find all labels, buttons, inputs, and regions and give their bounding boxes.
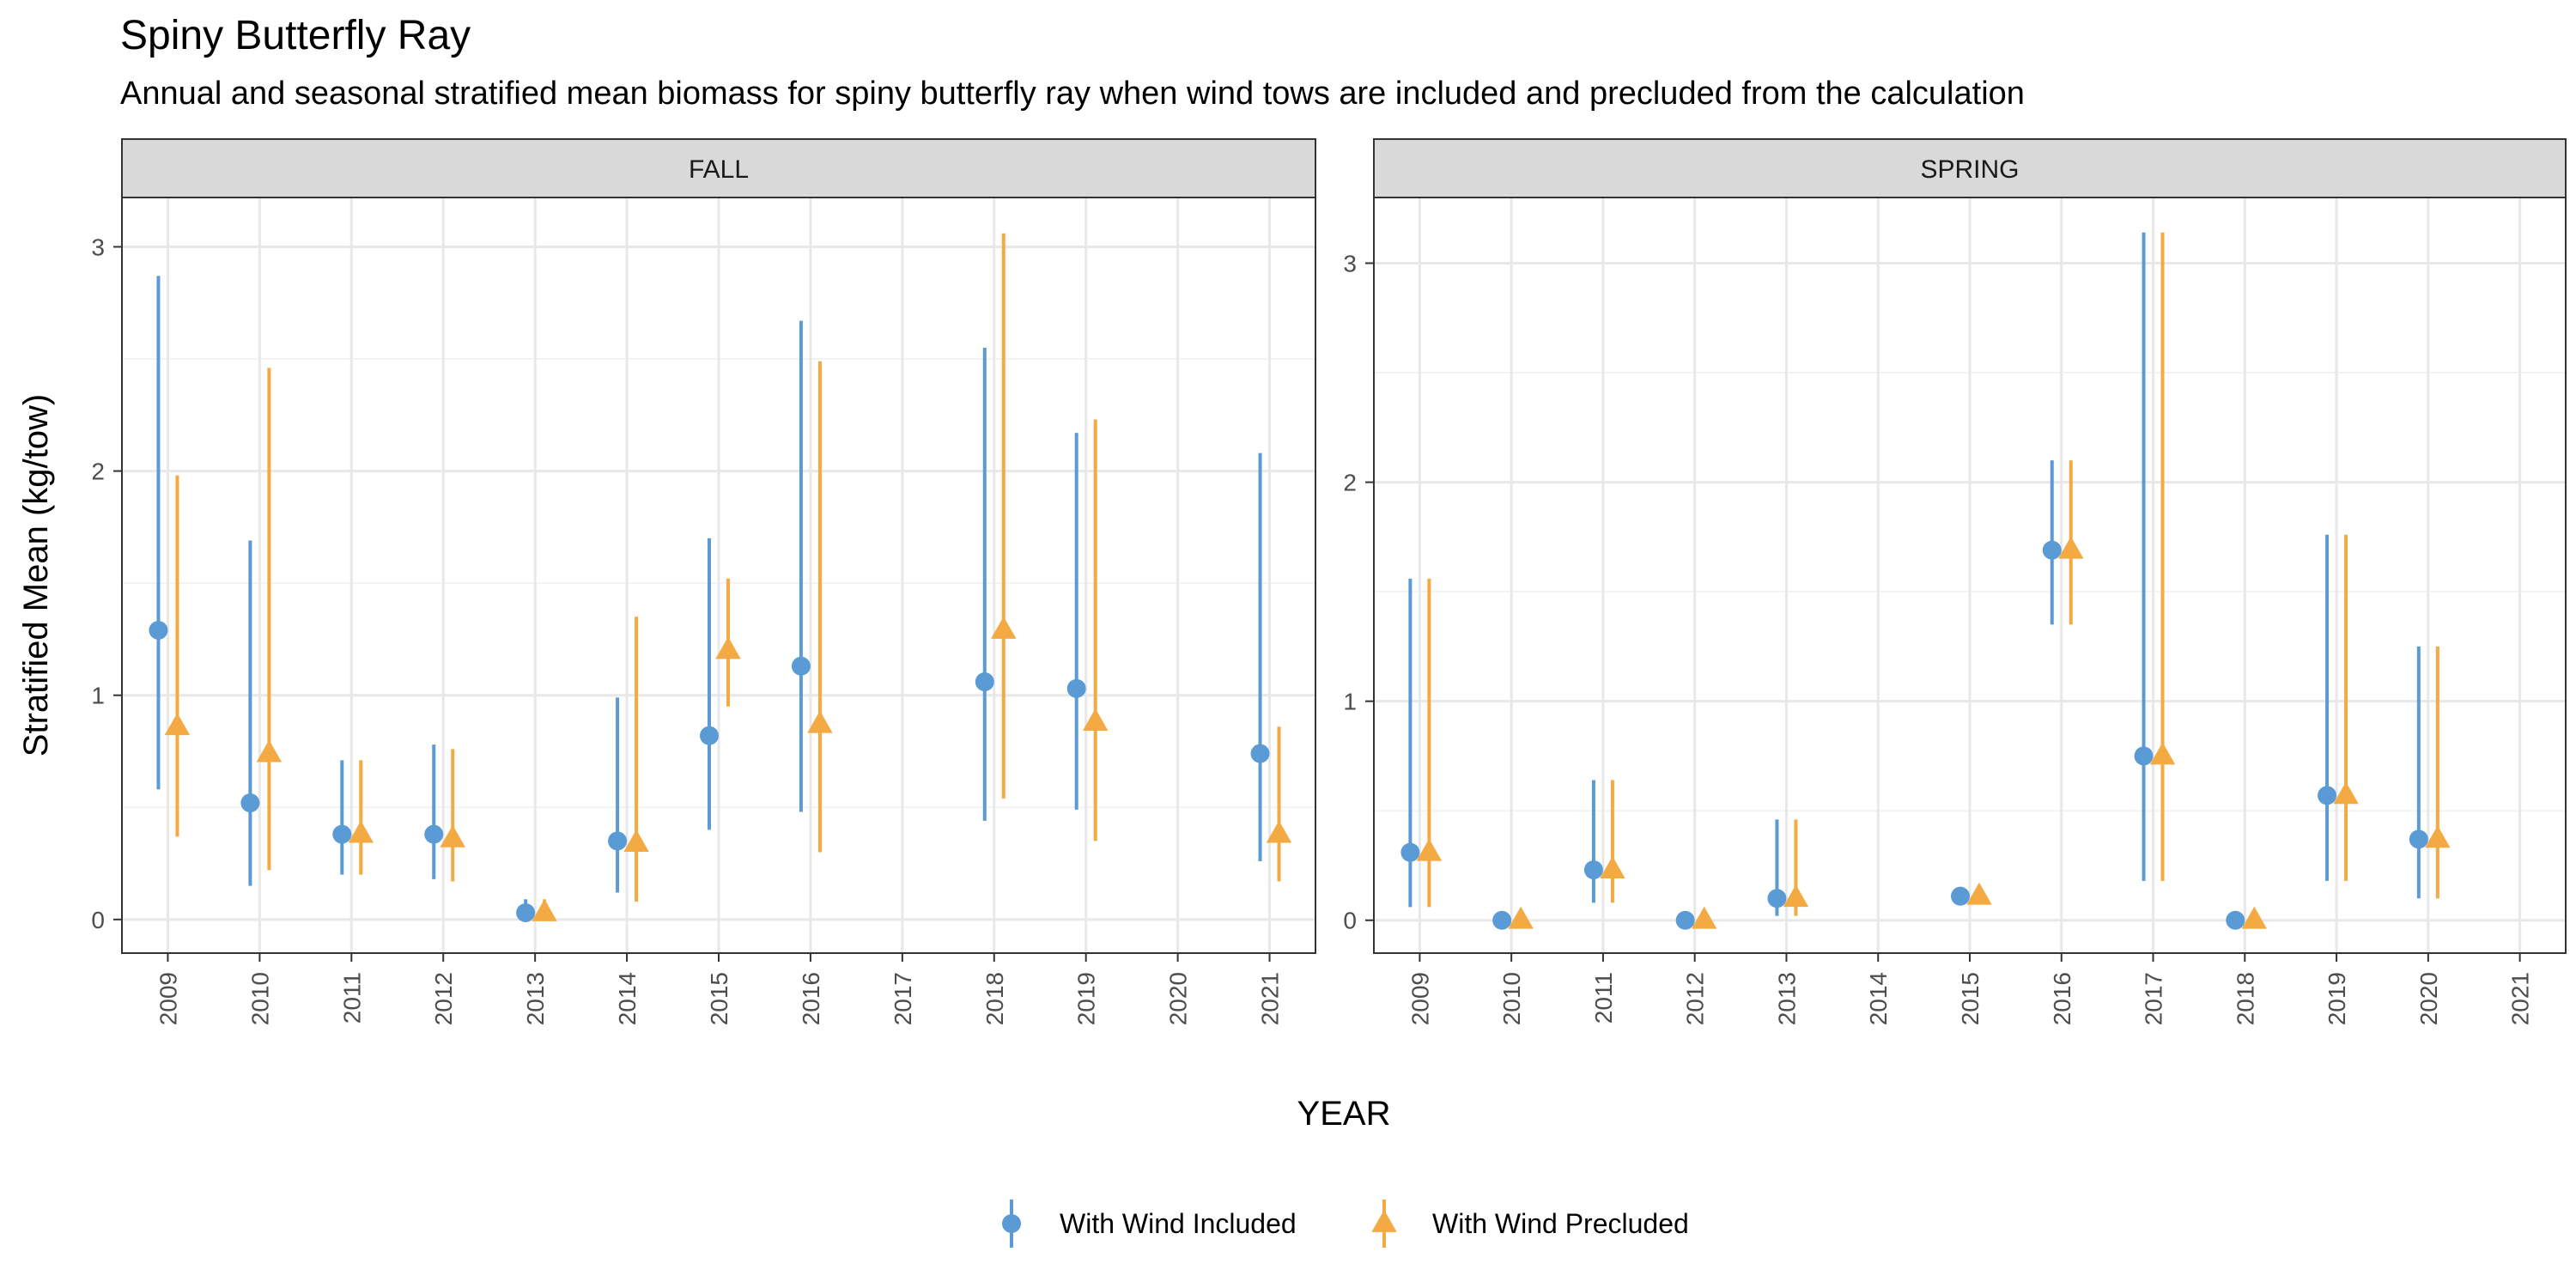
x-tick-label: 2016 <box>798 972 824 1025</box>
data-point <box>348 820 374 843</box>
data-point <box>623 829 649 852</box>
data-point <box>2134 746 2154 766</box>
series-wind-precluded <box>1416 232 2451 929</box>
x-tick-label: 2014 <box>614 972 641 1025</box>
y-tick-label: 0 <box>1343 908 1357 934</box>
data-point <box>2042 540 2062 560</box>
x-tick-label: 2018 <box>2232 972 2258 1025</box>
x-tick-label: 2019 <box>2324 972 2350 1025</box>
legend-key-triangle <box>1371 1210 1397 1232</box>
legend-label: With Wind Included <box>1060 1208 1297 1239</box>
data-point <box>2409 829 2428 849</box>
x-tick-label: 2019 <box>1073 972 1100 1025</box>
data-point <box>332 824 352 844</box>
x-tick-label: 2021 <box>2507 972 2534 1025</box>
data-point <box>532 898 557 921</box>
legend-label: With Wind Precluded <box>1432 1208 1689 1239</box>
data-point <box>2226 910 2245 930</box>
data-point <box>1416 838 1443 861</box>
data-point <box>1600 856 1625 878</box>
x-tick-label: 2017 <box>890 972 916 1025</box>
data-point <box>2333 781 2359 805</box>
panel-border <box>121 197 1316 954</box>
x-tick-label: 2013 <box>522 972 549 1025</box>
data-point <box>1691 906 1717 929</box>
data-point <box>2058 536 2084 559</box>
data-point <box>1675 910 1695 930</box>
data-point <box>608 831 628 851</box>
series-wind-included <box>1400 232 2428 930</box>
data-point <box>1966 882 1992 905</box>
data-point <box>1066 678 1086 698</box>
series-wind-precluded <box>164 233 1292 921</box>
data-point <box>1082 708 1109 731</box>
x-tick-label: 2017 <box>2141 972 2167 1025</box>
y-tick-label: 2 <box>91 459 105 485</box>
data-point <box>240 793 260 813</box>
data-point <box>149 620 168 640</box>
legend: With Wind Included With Wind Precluded <box>1002 1200 1689 1248</box>
data-point <box>807 710 833 733</box>
x-tick-label: 2020 <box>1165 972 1192 1025</box>
series-wind-included <box>149 276 1270 922</box>
y-axis-title: Stratified Mean (kg/tow) <box>17 394 55 756</box>
y-tick-label: 2 <box>1343 470 1357 496</box>
x-tick-label: 2014 <box>1865 972 1892 1025</box>
data-point <box>791 656 811 676</box>
x-tick-label: 2010 <box>246 972 273 1025</box>
y-tick-label: 0 <box>91 907 105 933</box>
data-point <box>715 636 741 659</box>
data-point <box>975 672 994 692</box>
data-point <box>1400 842 1420 862</box>
data-point <box>991 616 1017 639</box>
data-point <box>1783 884 1809 908</box>
data-point <box>2318 786 2337 805</box>
y-tick-label: 1 <box>1343 689 1357 715</box>
x-tick-label: 2013 <box>1773 972 1800 1025</box>
chart-subtitle: Annual and seasonal stratified mean biom… <box>120 76 2025 112</box>
x-tick-label: 2012 <box>1682 972 1709 1025</box>
x-tick-label: 2016 <box>2049 972 2075 1025</box>
data-point <box>516 902 536 922</box>
data-point <box>2425 825 2451 848</box>
facet-panel-spring: SPRING 0 1 2 3 2009 2010 2011 2012 2013 2014 2015 20… <box>1343 138 2567 1025</box>
data-point <box>2241 906 2268 929</box>
x-tick-label: 2012 <box>430 972 457 1025</box>
x-tick-label: 2015 <box>706 972 732 1025</box>
x-tick-label: 2011 <box>1590 972 1617 1024</box>
facet-panel-fall: FALL 0 1 2 3 2009 2010 2011 2012 2013 2014 2015 2016… <box>91 138 1316 1025</box>
x-tick-label: 2010 <box>1498 972 1525 1025</box>
panel-border <box>1373 197 2567 954</box>
x-tick-label: 2015 <box>1957 972 1984 1025</box>
data-point <box>2149 742 2176 765</box>
data-point <box>700 726 719 745</box>
y-tick-label: 1 <box>91 683 105 709</box>
x-tick-label: 2011 <box>338 972 365 1024</box>
data-point <box>1492 910 1512 930</box>
facet-strip <box>1373 138 2567 198</box>
y-tick-label: 3 <box>1343 251 1357 277</box>
data-point <box>424 824 444 844</box>
x-tick-label: 2021 <box>1257 972 1284 1025</box>
data-point <box>440 824 465 848</box>
y-tick-label: 3 <box>91 234 105 260</box>
x-tick-label: 2009 <box>1406 972 1433 1025</box>
data-point <box>256 739 283 762</box>
legend-key-circle <box>1002 1214 1021 1233</box>
data-point <box>164 713 191 736</box>
chart-title: Spiny Butterfly Ray <box>120 13 471 58</box>
data-point <box>1266 820 1292 843</box>
data-point <box>1951 886 1970 906</box>
facet-strip-label: FALL <box>689 155 749 184</box>
data-point <box>1508 906 1534 929</box>
facet-strip-label: SPRING <box>1920 155 2019 184</box>
x-tick-label: 2009 <box>155 972 181 1025</box>
x-axis-title: YEAR <box>1297 1095 1391 1133</box>
x-tick-label: 2020 <box>2415 972 2442 1025</box>
x-tick-label: 2018 <box>981 972 1008 1025</box>
data-point <box>1583 860 1603 880</box>
data-point <box>1767 889 1787 908</box>
data-point <box>1250 744 1270 763</box>
